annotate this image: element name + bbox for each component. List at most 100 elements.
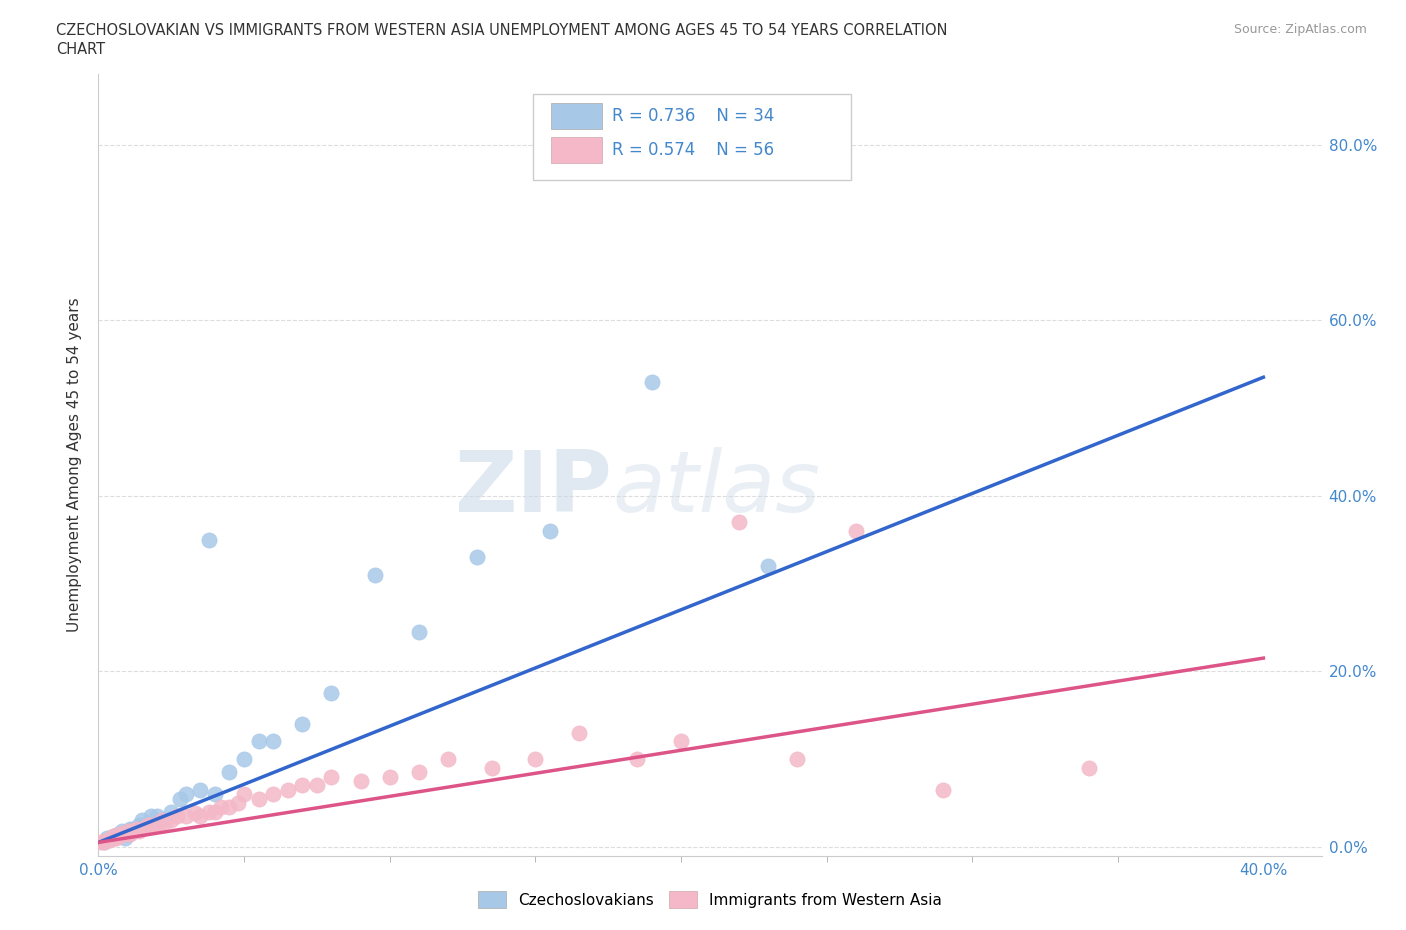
Point (277, 782, 299, 797)
Point (321, 685, 343, 700)
Text: R = 0.574    N = 56: R = 0.574 N = 56 (612, 141, 775, 159)
Point (183, 806, 205, 821)
Point (641, 374, 664, 389)
Point (188, 809, 212, 824)
Point (104, 830, 127, 845)
Point (188, 782, 212, 797)
Point (166, 809, 188, 824)
Point (96, 832, 118, 847)
Point (204, 804, 226, 819)
Point (108, 826, 131, 841)
Point (101, 830, 124, 845)
Point (218, 800, 240, 815)
Point (104, 828, 127, 843)
Point (149, 815, 172, 830)
Point (93, 835, 115, 850)
Point (125, 822, 148, 837)
Point (160, 813, 183, 828)
Point (152, 813, 174, 828)
Point (174, 809, 197, 824)
Point (1077, 761, 1099, 776)
Point (145, 809, 167, 824)
Point (93, 835, 115, 850)
Point (90, 835, 112, 850)
Point (117, 826, 139, 841)
Point (408, 764, 430, 779)
Text: ZIP: ZIP (454, 447, 612, 530)
Point (108, 829, 131, 844)
Point (174, 787, 197, 802)
Point (291, 777, 314, 792)
Point (120, 826, 142, 841)
Point (108, 826, 131, 841)
Y-axis label: Unemployment Among Ages 45 to 54 years: Unemployment Among Ages 45 to 54 years (67, 298, 83, 632)
Point (524, 751, 547, 766)
Point (114, 826, 136, 841)
Point (114, 830, 136, 845)
Point (786, 751, 808, 766)
Point (209, 800, 232, 815)
Point (128, 824, 150, 839)
Point (669, 734, 692, 749)
Point (845, 524, 868, 538)
Point (437, 751, 460, 766)
Point (364, 567, 387, 582)
Point (218, 764, 240, 779)
Point (247, 791, 270, 806)
Point (120, 822, 142, 837)
Point (142, 817, 165, 832)
Point (932, 782, 955, 797)
FancyBboxPatch shape (551, 102, 602, 129)
Point (262, 787, 284, 802)
Point (134, 817, 156, 832)
Point (262, 734, 284, 749)
Point (728, 514, 751, 529)
Point (131, 813, 153, 828)
Text: CZECHOSLOVAKIAN VS IMMIGRANTS FROM WESTERN ASIA UNEMPLOYMENT AMONG AGES 45 TO 54: CZECHOSLOVAKIAN VS IMMIGRANTS FROM WESTE… (56, 23, 948, 38)
Point (96, 830, 118, 845)
Text: Source: ZipAtlas.com: Source: ZipAtlas.com (1233, 23, 1367, 36)
Point (198, 532, 221, 547)
Point (204, 787, 226, 802)
Point (139, 817, 162, 832)
Text: atlas: atlas (612, 447, 820, 530)
Point (465, 550, 488, 565)
Point (481, 761, 503, 776)
Point (291, 716, 314, 731)
Point (122, 824, 145, 839)
Point (198, 804, 221, 819)
Point (233, 787, 256, 802)
Point (626, 751, 648, 766)
Point (226, 795, 249, 810)
Point (145, 817, 167, 832)
Point (155, 815, 177, 830)
Point (152, 813, 174, 828)
Point (117, 824, 139, 839)
Point (169, 791, 191, 806)
Point (111, 824, 134, 839)
Point (160, 804, 183, 819)
Point (538, 524, 561, 538)
Point (568, 725, 591, 740)
Point (134, 820, 156, 835)
Point (139, 809, 162, 824)
Text: R = 0.736    N = 34: R = 0.736 N = 34 (612, 107, 775, 125)
FancyBboxPatch shape (551, 137, 602, 164)
Point (305, 777, 328, 792)
Point (136, 817, 159, 832)
Point (131, 822, 153, 837)
Point (122, 822, 145, 837)
Point (111, 826, 134, 841)
Point (101, 830, 124, 845)
Point (101, 829, 124, 844)
Point (378, 769, 401, 784)
Point (408, 624, 430, 639)
Point (321, 769, 343, 784)
Point (756, 559, 779, 574)
Point (349, 774, 371, 789)
Point (98, 832, 121, 847)
Point (233, 751, 256, 766)
FancyBboxPatch shape (533, 94, 851, 179)
Point (128, 817, 150, 832)
Point (247, 734, 270, 749)
